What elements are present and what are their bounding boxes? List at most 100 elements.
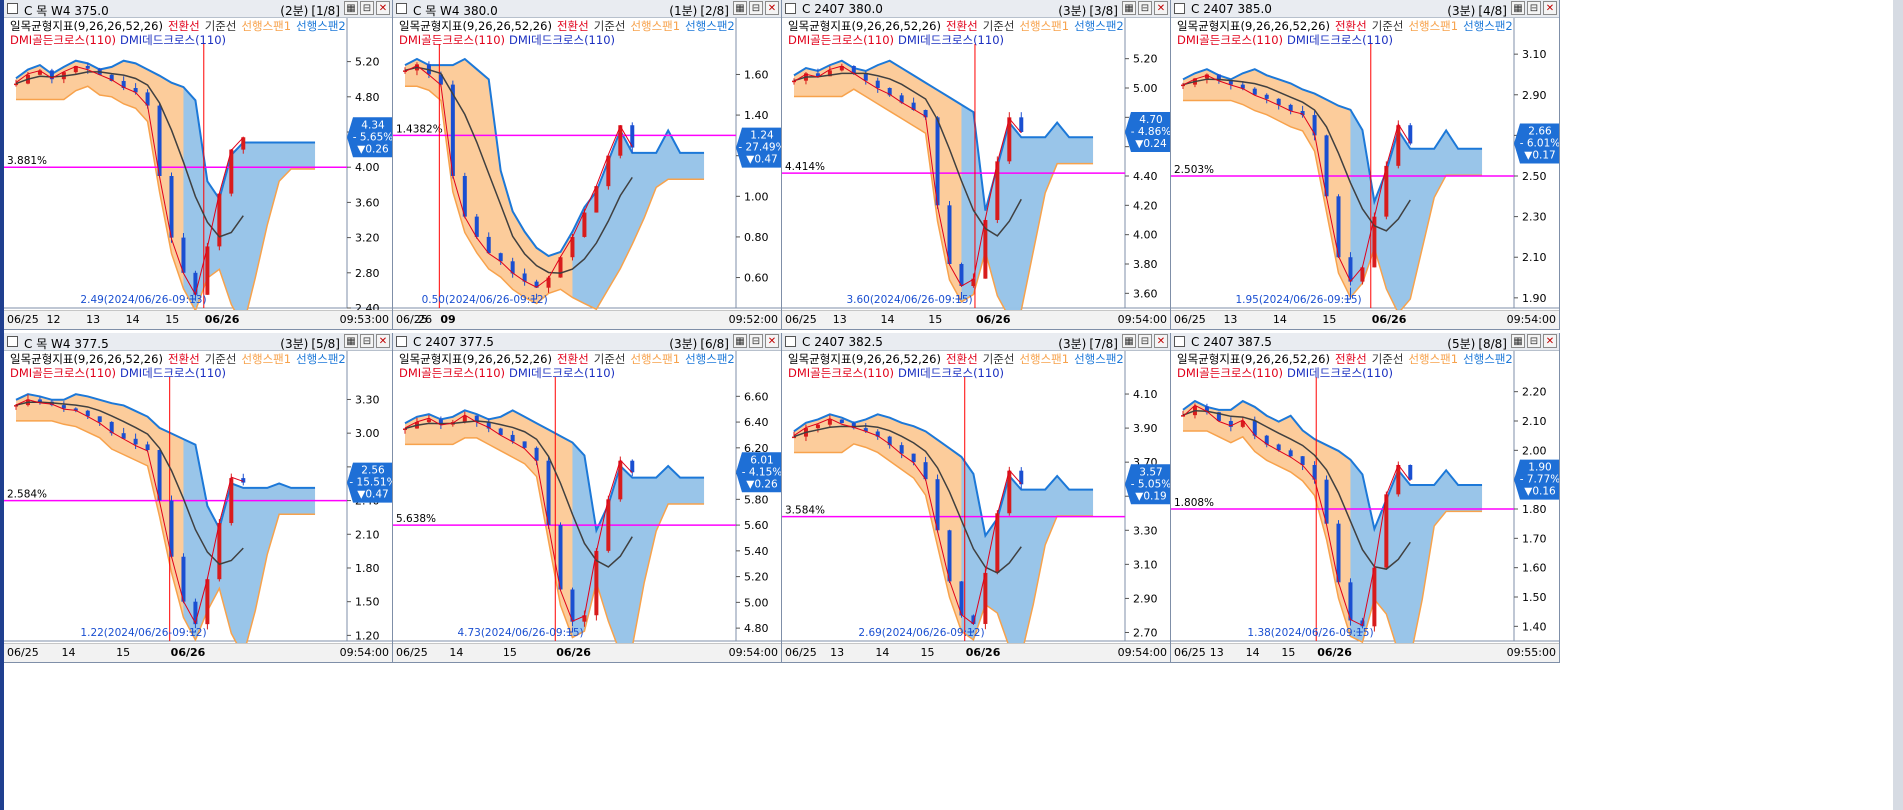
- maximize-button[interactable]: ⊟: [1527, 1, 1541, 15]
- price-tag-diff: ▼0.17: [1524, 150, 1555, 162]
- close-panel-button[interactable]: ✕: [376, 334, 390, 348]
- candle-body: [947, 530, 952, 582]
- reference-line-label: 2.584%: [7, 489, 47, 501]
- chart-settings-button[interactable]: ▦: [344, 334, 358, 348]
- candle-body: [426, 419, 431, 423]
- candle-body: [570, 236, 575, 258]
- maximize-button[interactable]: ⊟: [1138, 1, 1152, 15]
- candle-body: [558, 525, 563, 590]
- candle-body: [1252, 421, 1257, 436]
- close-panel-button[interactable]: ✕: [765, 1, 779, 15]
- indicator-legend: 일목균형지표(9,26,26,52,26) 전환선 기준선 선행스팬1 선행스팬2: [788, 351, 1124, 367]
- candle-body: [582, 212, 587, 237]
- base-line-kijun: [404, 66, 633, 274]
- x-tick-label: 06/25: [1174, 646, 1206, 659]
- ichimoku-cloud-down: [183, 439, 316, 656]
- candle-body: [109, 74, 114, 81]
- x-tick-label: 15: [1281, 646, 1296, 659]
- indicator-legend: 일목균형지표(9,26,26,52,26) 전환선 기준선 선행스팬1 선행스팬2: [399, 351, 735, 367]
- candle-body: [462, 176, 467, 217]
- panel-interval-page: (1분) [2/8]: [669, 2, 729, 19]
- price-tag-shape: [1514, 459, 1559, 500]
- candle-body: [935, 479, 940, 531]
- close-panel-button[interactable]: ✕: [765, 334, 779, 348]
- price-tag-change: - 5.05%: [1131, 478, 1171, 490]
- candle-body: [1276, 444, 1281, 451]
- chart-settings-button[interactable]: ▦: [344, 1, 358, 15]
- ichimoku-cloud-down: [961, 456, 1094, 656]
- candle-body: [133, 438, 138, 445]
- x-tick-label: 13: [830, 646, 845, 659]
- low-price-pointer: [566, 627, 573, 633]
- candle-body: [971, 278, 976, 286]
- y-tick-label: 2.90: [1522, 89, 1547, 102]
- panel-select-checkbox[interactable]: [1174, 3, 1185, 14]
- kijun-legend: 기준선: [1371, 352, 1404, 366]
- page-indicator: [6/8]: [700, 337, 729, 351]
- candle-body: [1228, 421, 1233, 427]
- candle-body: [510, 434, 515, 442]
- panel-select-checkbox[interactable]: [785, 3, 796, 14]
- candle-body: [606, 155, 611, 187]
- chart-settings-button[interactable]: ▦: [1122, 334, 1136, 348]
- close-panel-button[interactable]: ✕: [1154, 334, 1168, 348]
- leading-span1-line: [1183, 99, 1483, 315]
- x-tick-label: 14: [125, 313, 140, 326]
- candle-body: [1288, 104, 1293, 112]
- chart-settings-button[interactable]: ▦: [733, 1, 747, 15]
- candle-body: [498, 428, 503, 435]
- span2-legend: 선행스팬2: [1074, 19, 1124, 33]
- panel-select-checkbox[interactable]: [396, 336, 407, 347]
- ichimoku-cloud-up: [1183, 401, 1483, 659]
- price-tag-price: 6.01: [750, 454, 773, 466]
- leading-span1-line: [1183, 430, 1483, 660]
- y-tick-label: 1.50: [355, 596, 380, 609]
- maximize-button[interactable]: ⊟: [749, 1, 763, 15]
- ichimoku-cloud-down: [1350, 109, 1483, 314]
- panel-select-checkbox[interactable]: [785, 336, 796, 347]
- panel-interval-page: (3분) [7/8]: [1058, 335, 1118, 352]
- panel-select-checkbox[interactable]: [7, 336, 18, 347]
- ichimoku-cloud-down: [183, 87, 316, 327]
- price-tag-shape: [1125, 112, 1170, 152]
- candle-body: [1240, 84, 1245, 89]
- x-tick-label: 06/26: [1371, 313, 1407, 326]
- reference-line-label: 3.881%: [7, 155, 47, 167]
- span2-legend: 선행스팬2: [296, 19, 346, 33]
- maximize-button[interactable]: ⊟: [749, 334, 763, 348]
- low-price-pointer: [955, 292, 962, 300]
- candle-body: [1324, 479, 1329, 524]
- panel-title-bar: C 목 W4 377.5 (3분) [5/8] ▦ ⊟ ✕: [4, 333, 392, 351]
- candle-body: [121, 80, 126, 88]
- chart-settings-button[interactable]: ▦: [733, 334, 747, 348]
- chart-settings-button[interactable]: ▦: [1511, 334, 1525, 348]
- maximize-button[interactable]: ⊟: [360, 334, 374, 348]
- maximize-button[interactable]: ⊟: [1527, 334, 1541, 348]
- close-panel-button[interactable]: ✕: [1543, 1, 1557, 15]
- panel-select-checkbox[interactable]: [396, 3, 407, 14]
- dmi-dead-legend: DMI데드크로스(110): [120, 366, 226, 380]
- candle-body: [959, 264, 964, 286]
- candle-body: [1360, 267, 1365, 282]
- panel-select-checkbox[interactable]: [1174, 336, 1185, 347]
- span1-legend: 선행스팬1: [630, 19, 681, 33]
- panel-select-checkbox[interactable]: [7, 3, 18, 14]
- conversion-line-tenkan: [793, 418, 1022, 625]
- panel-instrument-name: C 2407 382.5: [802, 335, 883, 349]
- maximize-button[interactable]: ⊟: [1138, 334, 1152, 348]
- price-tag-shape: [736, 452, 781, 493]
- chart-settings-button[interactable]: ▦: [1122, 1, 1136, 15]
- right-scroll-strip[interactable]: [1893, 0, 1903, 810]
- close-panel-button[interactable]: ✕: [1543, 334, 1557, 348]
- price-tag-change: - 4.15%: [742, 466, 782, 478]
- low-price-pointer: [967, 629, 974, 633]
- y-tick-label: 3.60: [1133, 287, 1158, 300]
- span2-legend: 선행스팬2: [1463, 352, 1513, 366]
- indicator-legend: 일목균형지표(9,26,26,52,26) 전환선 기준선 선행스팬1 선행스팬2: [399, 18, 735, 34]
- kijun-legend: 기준선: [982, 352, 1015, 366]
- chart-settings-button[interactable]: ▦: [1511, 1, 1525, 15]
- maximize-button[interactable]: ⊟: [360, 1, 374, 15]
- close-panel-button[interactable]: ✕: [376, 1, 390, 15]
- close-panel-button[interactable]: ✕: [1154, 1, 1168, 15]
- y-tick-label: 3.20: [355, 232, 380, 245]
